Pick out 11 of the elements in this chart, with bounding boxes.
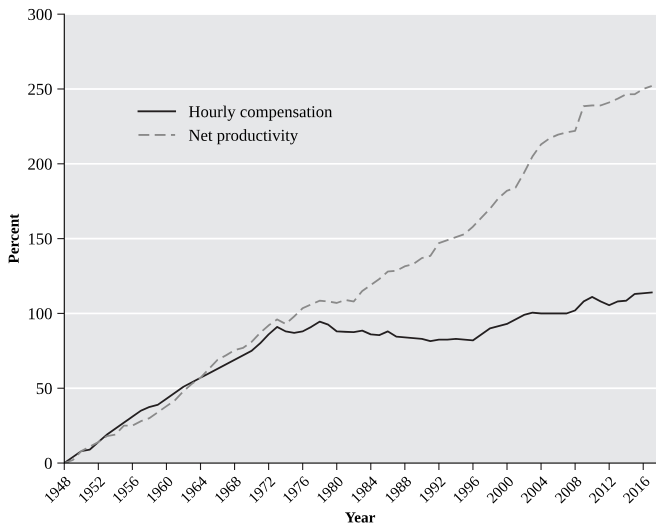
legend-label: Net productivity [188,129,298,144]
y-tick-label: 200 [28,158,52,170]
legend-label: Hourly compensation [188,106,332,121]
y-axis-title: Percent [8,214,19,264]
y-tick-label: 50 [36,382,52,394]
y-tick-label: 150 [28,233,52,245]
y-tick-label: 300 [28,8,52,20]
x-axis-title: Year [345,512,376,523]
y-tick-label: 250 [28,84,52,95]
y-tick-label: 100 [28,308,52,320]
y-tick-label: 0 [44,458,52,469]
